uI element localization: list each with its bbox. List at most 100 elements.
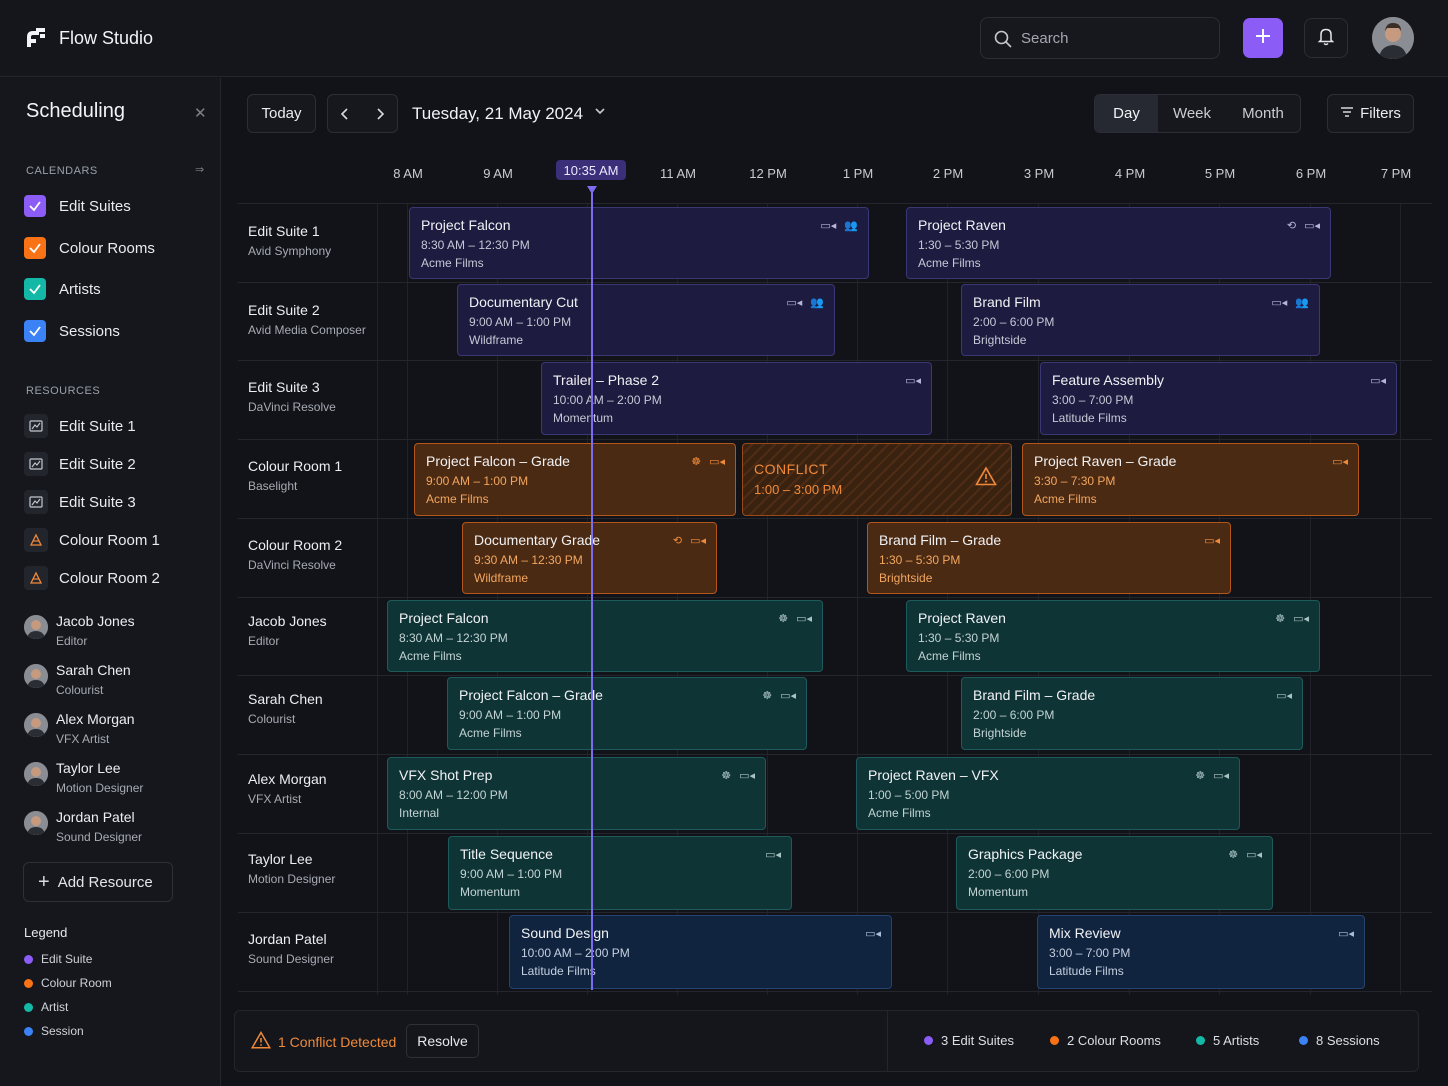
person-item-alex-morgan[interactable]: Alex Morgan VFX Artist <box>24 711 214 753</box>
person-role: Motion Designer <box>56 781 144 795</box>
stat-artists: 5 Artists <box>1196 1033 1259 1048</box>
event-client: Latitude Films <box>521 964 596 978</box>
person-item-taylor-lee[interactable]: Taylor Lee Motion Designer <box>24 760 214 802</box>
row-divider <box>238 754 1432 755</box>
grid-line <box>677 203 678 995</box>
user-avatar[interactable] <box>1372 17 1414 59</box>
checkbox-checked-icon[interactable] <box>24 278 46 300</box>
person-role: Colourist <box>56 683 104 697</box>
event-feature-assembly[interactable]: Feature Assembly 3:00 – 7:00 PM Latitude… <box>1040 362 1397 435</box>
close-icon[interactable]: ✕ <box>194 105 207 122</box>
resource-label: Colour Room 2 <box>59 569 160 587</box>
grid-line <box>857 203 858 995</box>
legend-item: Artist <box>24 999 68 1015</box>
palette-icon <box>24 566 48 590</box>
conflict-status[interactable]: 1 Conflict Detected <box>250 1030 397 1052</box>
resource-item-colour-room-1[interactable]: Colour Room 1 <box>24 528 204 552</box>
add-resource-button[interactable]: + Add Resource <box>23 862 173 902</box>
event-client: Acme Films <box>399 649 462 663</box>
calendar-item-sessions[interactable]: Sessions <box>24 319 204 343</box>
prev-chevron-icon[interactable] <box>328 95 363 132</box>
event-project-raven-grade[interactable]: Project Raven – Grade 3:30 – 7:30 PM Acm… <box>1022 443 1359 516</box>
person-item-jordan-patel[interactable]: Jordan Patel Sound Designer <box>24 809 214 851</box>
calendar-item-edit-suites[interactable]: Edit Suites <box>24 194 204 218</box>
event-trailer-phase-2[interactable]: Trailer – Phase 2 10:00 AM – 2:00 PM Mom… <box>541 362 932 435</box>
event-project-falcon[interactable]: Project Falcon 8:30 AM – 12:30 PM Acme F… <box>409 207 869 279</box>
create-button[interactable] <box>1243 18 1283 58</box>
event-project-raven[interactable]: Project Raven 1:30 – 5:30 PM Acme Films … <box>906 207 1331 279</box>
person-role: Sound Designer <box>56 830 143 844</box>
event-time: 9:00 AM – 1:00 PM <box>459 708 562 722</box>
event-brand-film-grade[interactable]: Brand Film – Grade 1:30 – 5:30 PM Bright… <box>867 522 1231 594</box>
event-icons: ▭◂ <box>1204 534 1220 547</box>
filters-button[interactable]: Filters <box>1327 94 1414 133</box>
divider <box>887 1011 888 1071</box>
avatar <box>24 664 48 688</box>
chevron-down-icon[interactable] <box>594 105 606 120</box>
event-title: Project Falcon <box>421 217 511 233</box>
conflict-text: 1 Conflict Detected <box>278 1033 397 1050</box>
search-box[interactable] <box>980 17 1220 59</box>
event-brand-film[interactable]: Brand Film 2:00 – 6:00 PM Brightside ▭◂ 👥 <box>961 284 1320 356</box>
event-project-falcon-artist[interactable]: Project Falcon 8:30 AM – 12:30 PM Acme F… <box>387 600 823 672</box>
event-conflict[interactable]: CONFLICT 1:00 – 3:00 PM <box>742 443 1012 516</box>
event-project-raven-vfx[interactable]: Project Raven – VFX 1:00 – 5:00 PM Acme … <box>856 757 1240 830</box>
event-client: Acme Films <box>421 256 484 270</box>
resource-item-colour-room-2[interactable]: Colour Room 2 <box>24 566 204 590</box>
calendar-label: Sessions <box>59 322 120 340</box>
current-date[interactable]: Tuesday, 21 May 2024 <box>412 104 584 123</box>
checkbox-checked-icon[interactable] <box>24 237 46 259</box>
resource-item-edit-suite-2[interactable]: Edit Suite 2 <box>24 452 204 476</box>
next-chevron-icon[interactable] <box>363 95 398 132</box>
person-role: VFX Artist <box>56 732 110 746</box>
person-item-jacob-jones[interactable]: Jacob Jones Editor <box>24 613 214 655</box>
event-project-raven-artist[interactable]: Project Raven 1:30 – 5:30 PM Acme Films … <box>906 600 1320 672</box>
event-project-falcon-grade[interactable]: Project Falcon – Grade 9:00 AM – 1:00 PM… <box>414 443 736 516</box>
calendar-item-artists[interactable]: Artists <box>24 277 204 301</box>
event-icons: ☸ ▭◂ <box>691 455 725 468</box>
event-documentary-cut[interactable]: Documentary Cut 9:00 AM – 1:00 PM Wildfr… <box>457 284 835 356</box>
event-graphics-package[interactable]: Graphics Package 2:00 – 6:00 PM Momentum… <box>956 836 1273 910</box>
today-button[interactable]: Today <box>247 94 316 133</box>
checkbox-checked-icon[interactable] <box>24 195 46 217</box>
resource-label: Colour Room 1 <box>59 531 160 549</box>
event-client: Acme Films <box>426 492 489 506</box>
hour-label: 7 PM <box>1380 166 1412 181</box>
checkbox-checked-icon[interactable] <box>24 320 46 342</box>
event-mix-review[interactable]: Mix Review 3:00 – 7:00 PM Latitude Films… <box>1037 915 1365 989</box>
resource-item-edit-suite-3[interactable]: Edit Suite 3 <box>24 490 204 514</box>
video-icon: ▭◂ <box>820 220 837 232</box>
video-icon: ▭◂ <box>709 456 725 468</box>
person-item-sarah-chen[interactable]: Sarah Chen Colourist <box>24 662 214 704</box>
video-icon: ▭◂ <box>1304 220 1320 232</box>
schedule-main: Today Tuesday, 21 May 2024 Day Week Mont… <box>222 78 1448 1086</box>
video-icon: ▭◂ <box>780 690 796 702</box>
event-icons: ▭◂ <box>1338 927 1354 940</box>
sync-icon: ⟲ <box>1286 220 1297 232</box>
search-input[interactable] <box>1021 26 1201 50</box>
video-icon: ▭◂ <box>1204 535 1220 547</box>
view-tab-month[interactable]: Month <box>1242 105 1284 122</box>
event-client: Wildframe <box>474 571 529 585</box>
event-brand-film-grade-artist[interactable]: Brand Film – Grade 2:00 – 6:00 PM Bright… <box>961 677 1303 750</box>
event-project-falcon-grade-artist[interactable]: Project Falcon – Grade 9:00 AM – 1:00 PM… <box>447 677 807 750</box>
resource-item-edit-suite-1[interactable]: Edit Suite 1 <box>24 414 204 438</box>
avatar <box>24 713 48 737</box>
event-documentary-grade[interactable]: Documentary Grade 9:30 AM – 12:30 PM Wil… <box>462 522 717 594</box>
event-title-sequence[interactable]: Title Sequence 9:00 AM – 1:00 PM Momentu… <box>448 836 792 910</box>
resolve-button[interactable]: Resolve <box>406 1024 479 1058</box>
event-sound-design[interactable]: Sound Design 10:00 AM – 2:00 PM Latitude… <box>509 915 892 989</box>
collapse-icon[interactable]: ⇒ <box>195 164 205 176</box>
calendar-item-colour-rooms[interactable]: Colour Rooms <box>24 236 204 260</box>
grid-line <box>377 203 378 995</box>
notifications-button[interactable] <box>1304 18 1348 58</box>
video-icon: ▭◂ <box>1332 456 1348 468</box>
view-tab-day[interactable]: Day <box>1095 95 1158 132</box>
event-time: 9:30 AM – 12:30 PM <box>474 553 583 567</box>
event-time: 9:00 AM – 1:00 PM <box>460 867 563 881</box>
sync-icon: ⟲ <box>672 535 683 547</box>
event-vfx-shot-prep[interactable]: VFX Shot Prep 8:00 AM – 12:00 PM Interna… <box>387 757 766 830</box>
view-tab-week[interactable]: Week <box>1172 105 1212 122</box>
row-name: Colour Room 1 <box>248 458 343 474</box>
video-icon: ▭◂ <box>786 297 803 309</box>
